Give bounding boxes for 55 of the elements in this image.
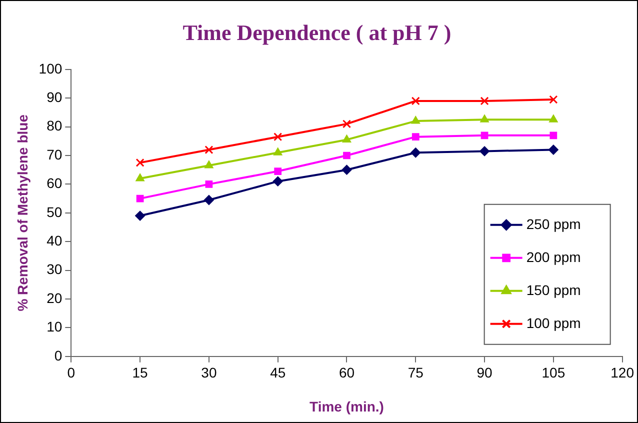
point	[205, 180, 213, 188]
point	[136, 158, 144, 167]
y-tick-label: 40	[46, 232, 62, 248]
legend-label: 100 ppm	[526, 314, 581, 331]
point	[136, 194, 144, 202]
y-tick-label: 50	[46, 204, 62, 220]
y-tick-label: 100	[38, 60, 62, 76]
point	[272, 176, 283, 186]
point	[135, 210, 146, 221]
chart-title: Time Dependence ( at pH 7 )	[182, 20, 452, 45]
point	[273, 148, 282, 156]
x-tick-label: 105	[542, 364, 566, 381]
point	[204, 194, 214, 205]
y-tick-label: 60	[46, 175, 62, 192]
x-axis-title: Time (min.)	[310, 398, 384, 414]
legend-label: 200 ppm	[526, 248, 581, 265]
point	[342, 164, 352, 175]
y-axis-title: % Removal of Methylene blue	[14, 114, 30, 312]
y-tick-label: 10	[46, 318, 62, 335]
x-tick-label: 60	[338, 364, 355, 381]
point	[480, 114, 489, 122]
point	[549, 114, 558, 122]
point	[136, 173, 144, 182]
x-tick-label: 45	[270, 364, 286, 381]
y-tick-label: 20	[46, 290, 62, 306]
point	[550, 132, 558, 140]
point	[204, 145, 214, 154]
point	[274, 132, 282, 142]
y-tick-label: 90	[46, 88, 62, 105]
x-tick-label: 75	[408, 364, 424, 381]
legend-label: 250 ppm	[526, 216, 581, 232]
x-tick-label: 90	[476, 364, 493, 381]
point	[411, 116, 420, 124]
y-tick-label: 30	[46, 261, 62, 278]
y-tick-label: 70	[46, 146, 62, 162]
point	[410, 148, 421, 158]
legend-label: 150 ppm	[526, 282, 581, 298]
point	[480, 146, 490, 156]
point	[549, 95, 558, 104]
x-tick-label: 30	[201, 364, 217, 381]
y-tick-label: 0	[54, 347, 62, 364]
point	[411, 96, 420, 106]
point	[412, 133, 420, 141]
x-tick-label: 0	[67, 364, 76, 381]
point	[342, 120, 352, 128]
x-tick-label: 120	[610, 364, 634, 381]
x-tick-label: 15	[132, 364, 148, 381]
point	[342, 134, 352, 142]
point	[343, 152, 350, 160]
y-tick-label: 80	[46, 118, 62, 134]
point	[480, 96, 489, 106]
point	[480, 132, 488, 140]
point	[548, 144, 558, 155]
point	[204, 160, 214, 168]
point	[274, 168, 282, 175]
